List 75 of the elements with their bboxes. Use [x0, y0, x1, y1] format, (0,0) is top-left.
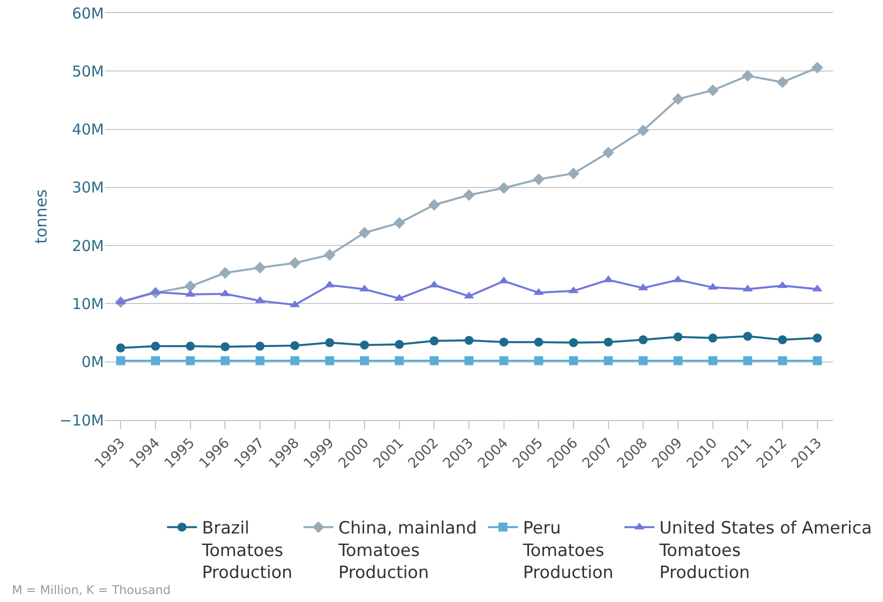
point — [256, 356, 264, 366]
point — [186, 342, 195, 351]
point — [394, 340, 404, 349]
point — [393, 217, 406, 229]
point — [151, 356, 160, 366]
point — [254, 262, 266, 274]
point — [499, 356, 508, 366]
point — [464, 336, 474, 345]
point — [219, 267, 232, 279]
point — [324, 249, 336, 261]
point — [360, 340, 369, 350]
y-tick-label: −10M — [59, 411, 104, 430]
point — [778, 335, 787, 344]
legend-label: United States of America Tomatoes Production — [658, 518, 872, 583]
legend-label: Brazil Tomatoes Production — [200, 518, 292, 583]
point — [498, 182, 510, 194]
y-tick-label: 50M — [72, 62, 104, 80]
point — [256, 342, 264, 351]
point — [743, 356, 752, 366]
point — [568, 168, 580, 180]
point — [325, 356, 334, 366]
point — [602, 146, 614, 158]
point — [812, 334, 822, 343]
point — [430, 356, 439, 366]
y-tick-label: 40M — [72, 120, 104, 139]
point — [708, 356, 718, 366]
point — [812, 356, 822, 366]
point — [534, 356, 544, 366]
y-axis-title: tonnes — [31, 189, 50, 244]
point — [116, 356, 126, 366]
point — [116, 343, 126, 352]
point — [811, 62, 824, 74]
point — [220, 356, 230, 366]
point — [604, 356, 613, 366]
point — [534, 338, 544, 347]
point — [674, 332, 682, 342]
y-tick-label: 30M — [72, 178, 104, 197]
y-tick-label: 0M — [82, 353, 104, 372]
point — [290, 356, 300, 366]
point — [743, 332, 752, 341]
point — [706, 84, 719, 96]
point — [358, 226, 370, 239]
point — [604, 338, 613, 347]
point — [464, 356, 474, 366]
legend-label: Peru Tomatoes Production — [522, 518, 614, 583]
y-tick-label: 60M — [72, 4, 104, 22]
y-tick-label: 10M — [72, 294, 104, 313]
point — [430, 336, 439, 346]
point — [394, 356, 404, 366]
point — [674, 356, 682, 366]
point — [778, 356, 787, 366]
point — [151, 342, 160, 351]
point — [638, 356, 648, 366]
text: M = Million, K = Thousand — [12, 583, 171, 597]
point — [532, 173, 545, 186]
point — [360, 356, 369, 366]
y-tick-label: 20M — [72, 236, 104, 255]
point — [672, 93, 684, 105]
point — [569, 338, 578, 348]
point — [637, 124, 650, 136]
point — [569, 356, 578, 366]
point — [220, 342, 230, 352]
point — [184, 280, 196, 292]
point — [325, 338, 334, 348]
point — [708, 334, 718, 343]
point — [288, 257, 301, 269]
legend-label: China, mainland Tomatoes Production — [337, 518, 477, 583]
point — [290, 341, 300, 350]
point — [463, 189, 475, 201]
point — [499, 338, 508, 347]
point — [428, 199, 440, 211]
point — [638, 335, 648, 344]
point — [186, 356, 195, 366]
point — [776, 76, 788, 88]
point — [742, 70, 754, 82]
